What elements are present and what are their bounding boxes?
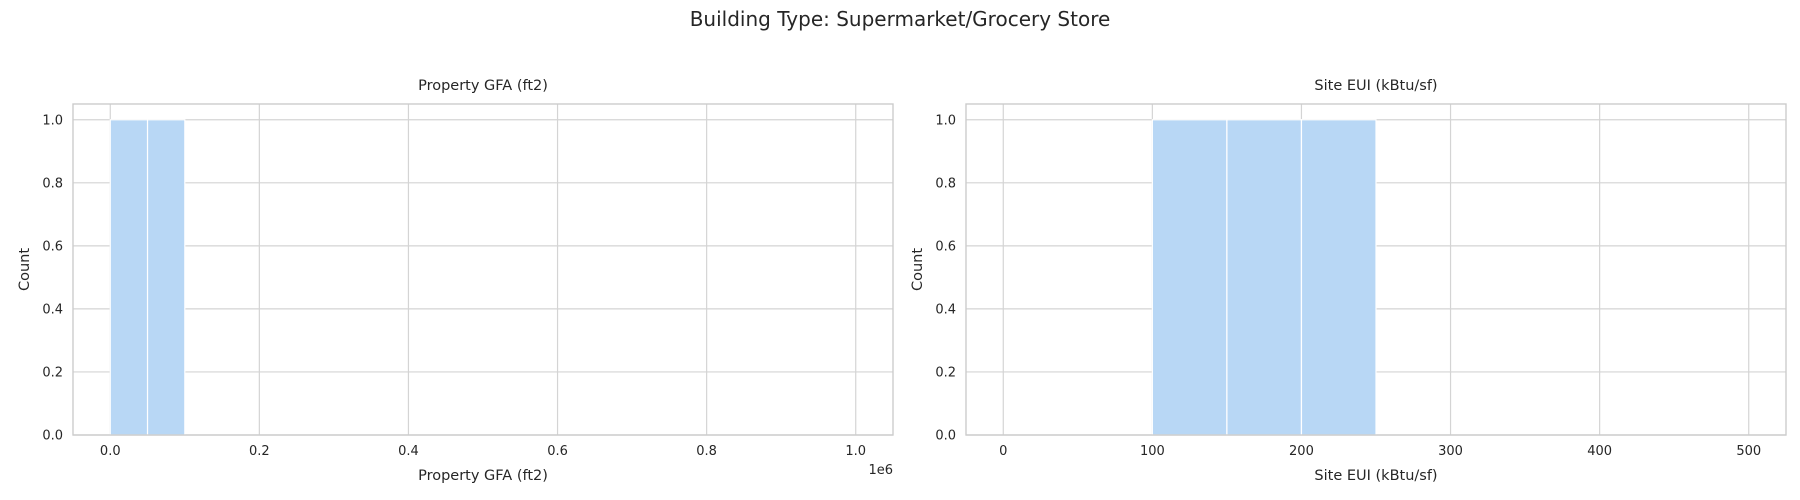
figure-suptitle: Building Type: Supermarket/Grocery Store bbox=[690, 7, 1111, 31]
x-tick-label: 200 bbox=[1289, 444, 1314, 459]
x-tick-label: 500 bbox=[1736, 444, 1761, 459]
x-tick-label: 0.2 bbox=[249, 444, 270, 459]
y-axis-label: Count bbox=[910, 248, 926, 291]
y-tick-label: 1.0 bbox=[935, 113, 956, 128]
histogram-bar bbox=[109, 119, 149, 436]
panel-site-eui: 0 100 200 300 400 500 0.0 0.2 0.4 0.6 0.8 1.0 Site E… bbox=[910, 78, 1787, 484]
x-tick-label: 0.8 bbox=[696, 444, 717, 459]
y-tick-label: 0.4 bbox=[42, 302, 63, 317]
y-tick-label: 0.6 bbox=[935, 239, 956, 254]
histogram-bar bbox=[1151, 119, 1228, 436]
y-tick-label: 0.4 bbox=[935, 302, 956, 317]
panel-title: Site EUI (kBtu/sf) bbox=[1314, 78, 1437, 94]
x-axis-label: Site EUI (kBtu/sf) bbox=[1314, 468, 1437, 484]
histogram-bar bbox=[146, 119, 186, 436]
y-tick-label: 0.6 bbox=[42, 239, 63, 254]
x-tick-label: 0 bbox=[999, 444, 1007, 459]
axes-frame bbox=[72, 103, 894, 436]
y-tick-label: 0.8 bbox=[42, 176, 63, 191]
panel-title: Property GFA (ft2) bbox=[418, 78, 548, 94]
y-tick-label: 0.8 bbox=[935, 176, 956, 191]
x-tick-label: 300 bbox=[1438, 444, 1463, 459]
x-axis-label: Property GFA (ft2) bbox=[418, 468, 548, 484]
y-tick-label: 1.0 bbox=[42, 113, 63, 128]
y-tick-label: 0.2 bbox=[935, 365, 956, 380]
x-tick-label: 100 bbox=[1140, 444, 1165, 459]
histogram-bar bbox=[1300, 119, 1377, 436]
x-tick-label: 1.0 bbox=[845, 444, 866, 459]
panel-property-gfa: 0.0 0.2 0.4 0.6 0.8 1.0 0.0 0.2 0.4 0.6 0.8 1.0 Prop… bbox=[17, 78, 894, 484]
x-tick-label: 400 bbox=[1587, 444, 1612, 459]
y-tick-label: 0.0 bbox=[42, 429, 63, 444]
y-tick-label: 0.0 bbox=[935, 429, 956, 444]
axes-frame bbox=[965, 103, 1787, 436]
x-axis-offset-label: 1e6 bbox=[868, 463, 893, 478]
y-tick-label: 0.2 bbox=[42, 365, 63, 380]
x-tick-label: 0.0 bbox=[100, 444, 121, 459]
x-tick-label: 0.4 bbox=[398, 444, 419, 459]
y-axis-label: Count bbox=[17, 248, 33, 291]
histogram-bar bbox=[1226, 119, 1303, 436]
x-tick-label: 0.6 bbox=[547, 444, 568, 459]
